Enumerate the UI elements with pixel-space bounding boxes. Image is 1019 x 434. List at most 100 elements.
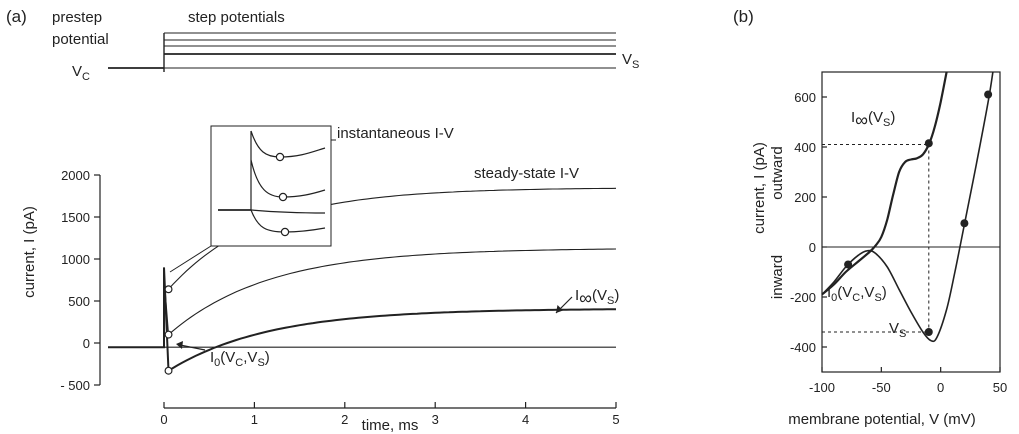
b-data-point — [924, 139, 933, 148]
panel-a-traces — [108, 187, 617, 373]
panel-b-ylabel-inward: inward — [769, 255, 786, 299]
vc-label: VC — [72, 63, 90, 83]
b-iinf-label: I∞(VS) — [851, 109, 895, 130]
b-i0-main: I — [827, 284, 831, 301]
b-i0-label: I0(VC,VS) — [827, 284, 887, 304]
b-vs-label: VS — [889, 320, 906, 340]
b-ytick-label: -400 — [790, 340, 816, 355]
instantaneous-label: instantaneous I-V — [337, 125, 454, 142]
a-xtick-label: 0 — [160, 412, 167, 427]
a-iinf-close: ) — [614, 287, 619, 304]
a-iinf-main: I — [575, 287, 579, 304]
a-iinf-args-sub: S — [607, 295, 614, 307]
panel-a-x-ticks: 0 1 2 3 4 5 — [160, 402, 620, 427]
inset — [169, 125, 332, 273]
a-ytick-label: 1500 — [61, 210, 90, 225]
a-ytick-label: 0 — [83, 336, 90, 351]
b-steady-state-curve — [821, 71, 948, 296]
a-current-trace-1 — [108, 267, 616, 373]
panel-b-frame — [821, 71, 1001, 373]
b-i0-args-sub2: S — [874, 292, 881, 304]
a-current-trace-3 — [108, 187, 617, 348]
b-data-point — [844, 260, 853, 269]
panel-a-xlabel: time, ms — [362, 417, 419, 434]
a-instantaneous-point — [164, 366, 173, 375]
b-iinf-args: (V — [868, 109, 883, 126]
voltage-protocol: prestep potential step potentials VC VS — [52, 9, 639, 83]
a-i0-args: (V — [220, 349, 235, 366]
a-i0-main: I — [210, 349, 214, 366]
a-instantaneous-point — [164, 285, 173, 294]
panel-b-y-ticks: -400 -200 0 200 400 600 — [790, 90, 827, 355]
panel-b-x-ticks: -100 -50 0 50 — [809, 367, 1007, 395]
b-vs-sub: S — [899, 328, 906, 340]
vc-main: V — [72, 63, 82, 80]
inset-point-3 — [280, 227, 290, 237]
a-xtick-label: 1 — [251, 412, 258, 427]
a-i0-close: ) — [265, 349, 270, 366]
b-xtick-label: -100 — [809, 380, 835, 395]
a-xtick-label: 5 — [612, 412, 619, 427]
a-i0-arrow-head — [176, 341, 183, 349]
b-iinf-sub: ∞ — [855, 110, 868, 130]
b-ytick-label: 200 — [794, 190, 816, 205]
b-ytick-label: 600 — [794, 90, 816, 105]
b-data-point — [960, 219, 969, 228]
inset-point-2 — [278, 192, 288, 202]
b-iinf-main: I — [851, 109, 855, 126]
a-xtick-label: 3 — [432, 412, 439, 427]
b-xtick-label: 0 — [937, 380, 944, 395]
panel-label-b: (b) — [733, 7, 754, 26]
a-iinf-args: (V — [592, 287, 607, 304]
b-data-point — [924, 328, 933, 336]
a-ytick-label: 2000 — [61, 168, 90, 183]
b-i0-args: (V — [837, 284, 852, 301]
a-ytick-label: - 500 — [60, 378, 90, 393]
panel-a-y-ticks: - 500 0 500 1000 1500 2000 — [60, 168, 100, 393]
b-i0-sub: 0 — [831, 292, 837, 304]
a-i0-args-sub1: C — [235, 357, 243, 369]
a-ytick-label: 1000 — [61, 252, 90, 267]
a-current-trace-2 — [108, 248, 617, 348]
a-iinf-sub: ∞ — [579, 288, 592, 308]
steady-state-label: steady-state I-V — [474, 165, 579, 182]
panel-label-a: (a) — [6, 7, 27, 26]
b-iinf-args-sub: S — [883, 117, 890, 129]
a-i0-sub: 0 — [214, 357, 220, 369]
panel-b-points — [844, 90, 993, 336]
a-xtick-label: 2 — [341, 412, 348, 427]
b-ytick-label: 0 — [809, 240, 816, 255]
step-potentials-label: step potentials — [188, 9, 285, 26]
a-ytick-label: 500 — [68, 294, 90, 309]
inset-point-1 — [275, 152, 285, 162]
a-i0-arrow-line — [179, 344, 206, 351]
inset-frame — [210, 125, 332, 247]
a-iinf-arrow-head — [556, 305, 563, 313]
vs-main: V — [622, 51, 632, 68]
prestep-label-line1: prestep — [52, 9, 102, 26]
inset-connector — [169, 245, 212, 273]
b-xtick-label: 50 — [993, 380, 1007, 395]
b-vs-main: V — [889, 320, 899, 337]
b-iinf-close: ) — [890, 109, 895, 126]
b-i0-comma: ,V — [860, 284, 874, 301]
b-i0-args-sub1: C — [852, 292, 860, 304]
panel-b-ylabel: current, I (pA) — [751, 142, 768, 234]
b-xtick-label: -50 — [872, 380, 891, 395]
b-data-point — [984, 90, 993, 99]
a-i0-args-sub2: S — [257, 357, 264, 369]
a-xtick-label: 4 — [522, 412, 529, 427]
vs-sub: S — [632, 59, 639, 71]
vs-label: VS — [622, 51, 639, 71]
b-i0-close: ) — [882, 284, 887, 301]
b-ytick-label: -200 — [790, 290, 816, 305]
panel-a-axes — [99, 175, 616, 409]
vc-sub: C — [82, 71, 90, 83]
a-i0-comma: ,V — [243, 349, 257, 366]
prestep-label-line2: potential — [52, 31, 109, 48]
b-ytick-label: 400 — [794, 140, 816, 155]
a-instantaneous-point — [164, 330, 173, 339]
a-iinf-label: I∞(VS) — [575, 287, 619, 308]
panel-a-instantaneous-points — [164, 285, 173, 375]
